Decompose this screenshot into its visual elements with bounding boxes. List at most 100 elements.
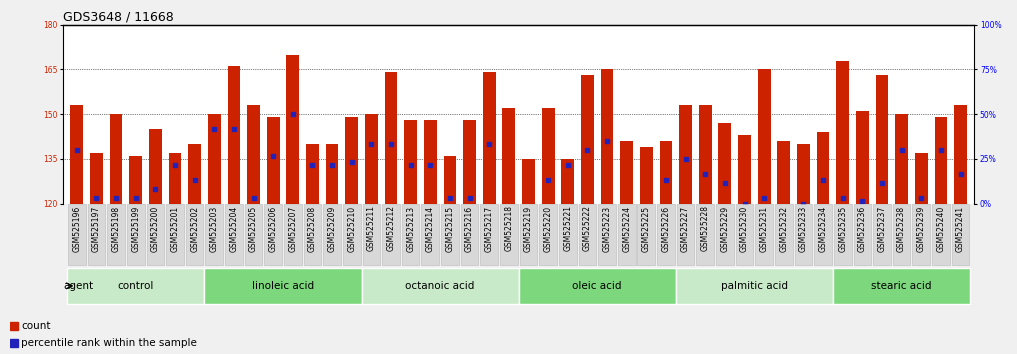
Bar: [738, 135, 751, 204]
Bar: [110, 114, 122, 204]
FancyBboxPatch shape: [775, 204, 792, 265]
Text: GSM525228: GSM525228: [701, 205, 710, 251]
Bar: [561, 159, 575, 204]
FancyBboxPatch shape: [539, 204, 557, 265]
FancyBboxPatch shape: [186, 204, 203, 265]
Text: GSM525214: GSM525214: [426, 205, 435, 252]
FancyBboxPatch shape: [205, 204, 223, 265]
Bar: [660, 141, 672, 204]
FancyBboxPatch shape: [874, 204, 891, 265]
FancyBboxPatch shape: [500, 204, 518, 265]
Text: GSM525217: GSM525217: [485, 205, 493, 252]
FancyBboxPatch shape: [756, 204, 773, 265]
Text: percentile rank within the sample: percentile rank within the sample: [21, 338, 197, 348]
Bar: [346, 117, 358, 204]
FancyBboxPatch shape: [402, 204, 419, 265]
Bar: [325, 144, 339, 204]
Text: GSM525211: GSM525211: [367, 205, 376, 251]
FancyBboxPatch shape: [697, 204, 714, 265]
Bar: [876, 75, 889, 204]
Text: GSM525236: GSM525236: [858, 205, 866, 252]
Text: octanoic acid: octanoic acid: [406, 281, 475, 291]
FancyBboxPatch shape: [519, 268, 675, 304]
Bar: [247, 105, 260, 204]
FancyBboxPatch shape: [107, 204, 125, 265]
FancyBboxPatch shape: [932, 204, 950, 265]
Text: GSM525237: GSM525237: [878, 205, 887, 252]
FancyBboxPatch shape: [618, 204, 636, 265]
FancyBboxPatch shape: [204, 268, 362, 304]
FancyBboxPatch shape: [834, 204, 851, 265]
Text: GSM525208: GSM525208: [308, 205, 317, 252]
Text: GSM525215: GSM525215: [445, 205, 455, 252]
FancyBboxPatch shape: [166, 204, 184, 265]
Text: GDS3648 / 11668: GDS3648 / 11668: [63, 11, 174, 24]
Text: GSM525223: GSM525223: [602, 205, 611, 252]
Text: GSM525225: GSM525225: [642, 205, 651, 252]
FancyBboxPatch shape: [68, 204, 85, 265]
Text: GSM525240: GSM525240: [937, 205, 946, 252]
Text: GSM525218: GSM525218: [504, 205, 514, 251]
Text: GSM525232: GSM525232: [779, 205, 788, 252]
Text: oleic acid: oleic acid: [573, 281, 622, 291]
Bar: [620, 141, 633, 204]
FancyBboxPatch shape: [833, 268, 970, 304]
Text: GSM525235: GSM525235: [838, 205, 847, 252]
Text: stearic acid: stearic acid: [872, 281, 932, 291]
Text: GSM525200: GSM525200: [151, 205, 160, 252]
FancyBboxPatch shape: [794, 204, 813, 265]
Bar: [856, 111, 869, 204]
FancyBboxPatch shape: [304, 204, 321, 265]
FancyBboxPatch shape: [323, 204, 341, 265]
Bar: [640, 147, 653, 204]
Bar: [718, 123, 731, 204]
FancyBboxPatch shape: [716, 204, 733, 265]
Text: count: count: [21, 321, 51, 331]
Bar: [306, 144, 319, 204]
Bar: [522, 159, 535, 204]
Text: GSM525204: GSM525204: [230, 205, 238, 252]
Bar: [935, 117, 947, 204]
Bar: [424, 120, 436, 204]
Text: GSM525219: GSM525219: [524, 205, 533, 252]
FancyBboxPatch shape: [912, 204, 931, 265]
FancyBboxPatch shape: [893, 204, 910, 265]
FancyBboxPatch shape: [127, 204, 144, 265]
FancyBboxPatch shape: [382, 204, 400, 265]
Text: GSM525206: GSM525206: [268, 205, 278, 252]
Bar: [699, 105, 712, 204]
Bar: [405, 120, 417, 204]
Text: GSM525196: GSM525196: [72, 205, 81, 252]
Text: GSM525227: GSM525227: [681, 205, 691, 252]
FancyBboxPatch shape: [225, 204, 243, 265]
Text: GSM525212: GSM525212: [386, 205, 396, 251]
Text: GSM525216: GSM525216: [465, 205, 474, 252]
FancyBboxPatch shape: [676, 204, 695, 265]
Bar: [266, 117, 280, 204]
FancyBboxPatch shape: [657, 204, 675, 265]
Bar: [207, 114, 221, 204]
FancyBboxPatch shape: [264, 204, 282, 265]
Bar: [91, 153, 103, 204]
FancyBboxPatch shape: [815, 204, 832, 265]
Bar: [483, 73, 495, 204]
Bar: [287, 55, 299, 204]
FancyBboxPatch shape: [461, 204, 478, 265]
Bar: [365, 114, 377, 204]
FancyBboxPatch shape: [284, 204, 302, 265]
FancyBboxPatch shape: [579, 204, 596, 265]
FancyBboxPatch shape: [362, 268, 519, 304]
Text: GSM525221: GSM525221: [563, 205, 573, 251]
FancyBboxPatch shape: [598, 204, 616, 265]
Text: agent: agent: [63, 281, 94, 291]
FancyBboxPatch shape: [146, 204, 164, 265]
Bar: [384, 73, 398, 204]
Bar: [463, 120, 476, 204]
FancyBboxPatch shape: [638, 204, 655, 265]
FancyBboxPatch shape: [441, 204, 459, 265]
Bar: [581, 75, 594, 204]
Text: GSM525241: GSM525241: [956, 205, 965, 252]
Bar: [502, 108, 516, 204]
Text: GSM525222: GSM525222: [583, 205, 592, 251]
Text: GSM525239: GSM525239: [916, 205, 925, 252]
